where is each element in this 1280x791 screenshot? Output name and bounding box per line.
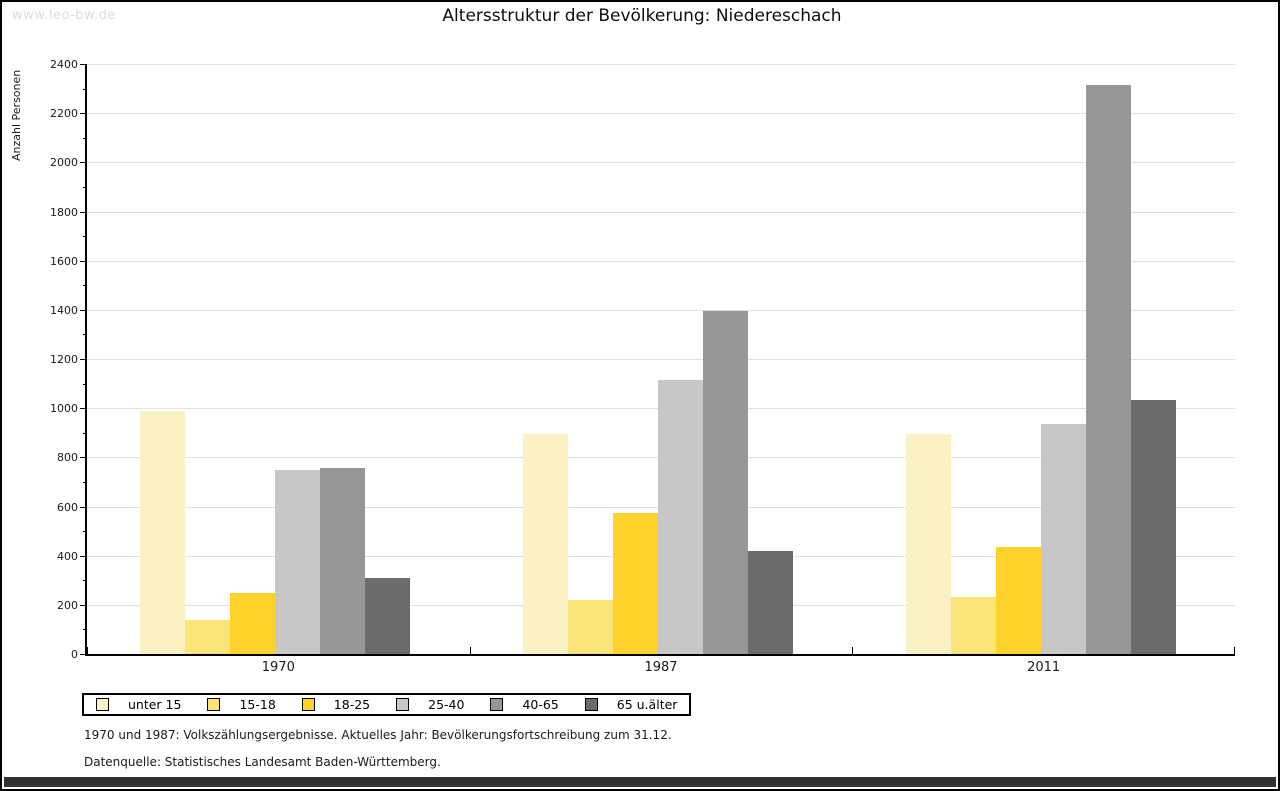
- legend-swatch: [301, 698, 315, 711]
- gridline: [87, 260, 1235, 262]
- y-tick-label: 800: [57, 451, 78, 465]
- y-tick-label: 1000: [50, 402, 78, 416]
- y-axis-major-tick: [80, 359, 87, 360]
- legend-item-15-18: 15-18: [207, 697, 276, 712]
- legend-swatch: [396, 698, 410, 711]
- x-axis-section-tick: [852, 647, 854, 654]
- footnote-data-source: Datenquelle: Statistisches Landesamt Bad…: [84, 755, 441, 769]
- chart-title: Altersstruktur der Bevölkerung: Niederes…: [442, 6, 842, 26]
- bar-1970-40-65: [320, 468, 366, 654]
- bar-1970-65-u-lter: [365, 578, 411, 654]
- y-axis-major-tick: [80, 604, 87, 606]
- y-axis-major-tick: [80, 309, 87, 311]
- legend-swatch: [584, 698, 598, 711]
- bar-1970-25-40: [275, 470, 321, 654]
- legend-box: unter 15 15-18 18-25 25-40 40-65 65 u.älter: [82, 693, 692, 716]
- legend-swatch: [207, 698, 221, 711]
- y-axis-major-tick: [80, 555, 87, 557]
- y-tick-label: 2400: [50, 58, 78, 71]
- bar-1987-unter-15: [523, 434, 568, 654]
- y-axis-major-tick: [80, 113, 87, 115]
- y-axis-major-tick: [80, 654, 87, 655]
- legend-label: 65 u.älter: [616, 697, 678, 712]
- gridline: [87, 113, 1235, 115]
- gridline: [87, 211, 1235, 213]
- gridline: [87, 309, 1235, 311]
- footnote-source-note: 1970 und 1987: Volkszählungsergebnisse. …: [84, 728, 672, 742]
- legend-label: 25-40: [428, 697, 465, 712]
- y-axis-major-tick: [80, 260, 87, 262]
- bar-1970-15-18: [185, 620, 231, 654]
- y-axis-major-tick: [80, 64, 87, 65]
- y-axis-label: Anzahl Personen: [10, 69, 23, 161]
- legend-label: 18-25: [333, 697, 371, 712]
- bar-2011-65-u-lter: [1130, 400, 1176, 654]
- y-tick-label: 600: [57, 500, 78, 514]
- site-watermark: www.leo-bw.de: [12, 8, 116, 23]
- bar-2011-40-65: [1085, 85, 1131, 654]
- y-axis-major-tick: [80, 162, 87, 164]
- legend-label: 40-65: [522, 697, 559, 712]
- bar-2011-25-40: [1040, 424, 1086, 654]
- y-tick-label: 400: [57, 549, 78, 563]
- bar-1987-18-25: [613, 513, 658, 654]
- x-category-label: 1987: [644, 660, 678, 675]
- y-axis-major-tick: [80, 457, 87, 459]
- bar-1987-40-65: [703, 311, 748, 654]
- y-axis-major-tick: [80, 506, 87, 508]
- legend-item-65-u-lter: 65 u.älter: [584, 697, 678, 712]
- y-tick-label: 2200: [50, 107, 78, 121]
- x-category-label: 1970: [261, 660, 295, 675]
- bar-2011-unter-15: [905, 434, 951, 654]
- gridline: [87, 359, 1235, 360]
- legend-label: 15-18: [239, 697, 276, 712]
- y-axis-line: [85, 64, 87, 656]
- bar-1970-18-25: [230, 593, 276, 654]
- x-axis-line: [85, 654, 1235, 656]
- bottom-divider-bar: [4, 777, 1276, 787]
- bar-1987-15-18: [568, 600, 613, 654]
- x-axis-section-tick: [469, 647, 471, 654]
- y-tick-label: 1600: [50, 254, 78, 268]
- bar-2011-15-18: [950, 597, 996, 654]
- y-tick-label: 1400: [50, 303, 78, 317]
- bar-1987-25-40: [658, 380, 703, 654]
- y-tick-label: 2000: [50, 156, 78, 170]
- legend-item-unter-15: unter 15: [96, 697, 181, 712]
- y-tick-label: 0: [71, 648, 78, 661]
- bar-2011-18-25: [995, 547, 1041, 654]
- bar-1987-65-u-lter: [748, 551, 793, 654]
- y-tick-label: 1200: [50, 353, 78, 366]
- legend-item-40-65: 40-65: [490, 697, 559, 712]
- y-tick-label: 200: [57, 598, 78, 612]
- legend-item-25-40: 25-40: [396, 697, 464, 712]
- gridline: [87, 162, 1235, 164]
- bar-1970-unter-15: [140, 411, 186, 654]
- gridline: [87, 64, 1235, 65]
- x-category-label: 2011: [1027, 660, 1061, 675]
- y-tick-label: 1800: [50, 205, 78, 219]
- legend-item-18-25: 18-25: [301, 697, 371, 712]
- legend-swatch: [96, 698, 109, 711]
- y-axis-major-tick: [80, 408, 87, 410]
- x-axis-section-tick: [87, 647, 88, 654]
- legend-label: unter 15: [128, 697, 182, 712]
- legend-swatch: [490, 698, 504, 711]
- y-axis-major-tick: [80, 211, 87, 213]
- x-axis-section-tick: [1234, 647, 1235, 654]
